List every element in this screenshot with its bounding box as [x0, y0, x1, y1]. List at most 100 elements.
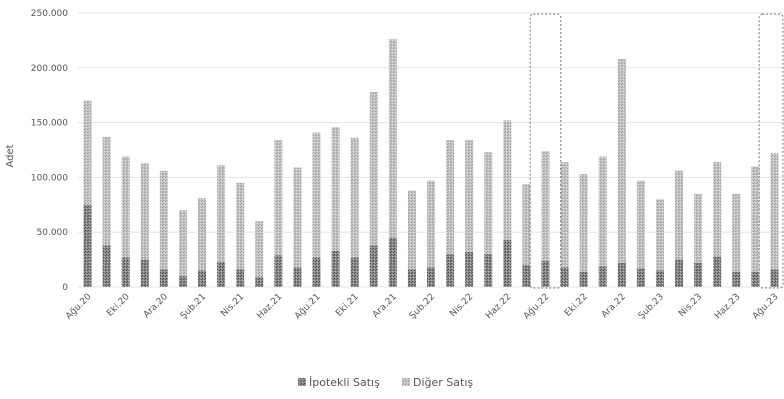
bar-ipotekli — [274, 255, 283, 287]
bar-ipotekli — [83, 204, 92, 287]
x-tick-label: Eki.20 — [105, 292, 132, 319]
bar-ipotekli — [236, 269, 245, 287]
bar-ipotekli — [293, 267, 302, 287]
bar-diger — [465, 140, 474, 252]
x-tick-label: Nis.23 — [677, 292, 704, 319]
bar-diger — [198, 198, 207, 271]
bar-ipotekli — [159, 269, 168, 287]
bar-ipotekli — [579, 271, 588, 287]
bar-ipotekli — [198, 270, 207, 287]
x-tick-label: Ara.22 — [600, 292, 628, 320]
bar-diger — [598, 156, 607, 267]
bar-diger — [293, 167, 302, 268]
bar-ipotekli — [121, 257, 130, 287]
bar-ipotekli — [465, 251, 474, 287]
bar-diger — [732, 193, 741, 272]
bar-ipotekli — [178, 276, 187, 287]
x-tick-label: Eki.22 — [563, 292, 590, 319]
bar-ipotekli — [140, 259, 149, 287]
bars — [83, 39, 779, 287]
bar-diger — [770, 153, 779, 270]
bar-ipotekli — [217, 261, 226, 287]
bar-diger — [560, 162, 569, 268]
bar-diger — [255, 221, 264, 278]
x-tick-label: Nis.21 — [219, 292, 246, 319]
bar-ipotekli — [522, 265, 531, 287]
bar-diger — [675, 170, 684, 260]
x-tick-label: Ağu.21 — [293, 292, 323, 322]
bar-diger — [426, 180, 436, 268]
y-tick-label: 100.000 — [31, 173, 68, 183]
bar-diger — [102, 136, 111, 246]
highlight-box — [529, 13, 562, 289]
bar-ipotekli — [426, 267, 436, 287]
x-tick-label: Nis.22 — [448, 292, 475, 319]
bar-diger — [217, 165, 226, 262]
bar-ipotekli — [636, 268, 645, 287]
bar-ipotekli — [694, 262, 703, 287]
x-tick-label: Ara.20 — [142, 292, 170, 320]
bar-diger — [655, 199, 664, 271]
bar-diger — [331, 126, 340, 251]
y-axis: 0 50.000 100.000 150.000 200.000 250.000 — [31, 9, 68, 293]
legend-swatch-ipotekli — [298, 378, 306, 386]
x-tick-label: Şub.23 — [637, 292, 666, 321]
bar-diger — [140, 163, 149, 260]
highlights — [529, 13, 784, 289]
bar-diger — [388, 39, 397, 238]
bar-diger — [446, 140, 455, 255]
legend-swatch-diger — [402, 378, 410, 386]
x-tick-label: Ara.21 — [371, 292, 399, 320]
bar-ipotekli — [388, 237, 397, 287]
bar-diger — [369, 91, 378, 246]
bar-ipotekli — [732, 271, 741, 287]
bar-ipotekli — [655, 270, 664, 287]
bar-ipotekli — [446, 254, 455, 287]
x-tick-label: Ağu.22 — [522, 292, 552, 322]
x-tick-label: Ağu.23 — [751, 292, 781, 322]
bar-ipotekli — [541, 260, 550, 287]
y-axis-title: Adet — [5, 144, 16, 167]
bar-diger — [522, 183, 531, 266]
x-axis: Ağu.20 Eki.20 Ara.20 Şub.21 Nis.21 Haz.21 Ağu.… — [64, 292, 781, 322]
x-tick-label: Şub.21 — [179, 292, 208, 321]
bar-ipotekli — [312, 257, 321, 287]
x-tick-label: Ağu.20 — [64, 292, 94, 322]
bar-diger — [579, 174, 588, 272]
bar-diger — [350, 137, 359, 258]
x-tick-label: Eki.21 — [334, 292, 361, 319]
x-tick-label: Haz.22 — [484, 292, 513, 321]
bar-diger — [312, 132, 321, 258]
bar-ipotekli — [503, 239, 512, 287]
grid-layer — [78, 12, 784, 288]
bar-ipotekli — [751, 271, 760, 287]
bar-ipotekli — [484, 254, 493, 287]
bar-diger — [159, 170, 168, 270]
bar-diger — [541, 151, 550, 261]
bar-diger — [617, 59, 626, 263]
bar-diger — [484, 152, 493, 255]
bar-diger — [178, 210, 187, 277]
x-tick-label: Haz.21 — [255, 292, 284, 321]
y-tick-label: 150.000 — [31, 119, 68, 129]
bar-diger — [713, 162, 722, 257]
bar-ipotekli — [713, 256, 722, 287]
x-tick-label: Haz.23 — [713, 292, 742, 321]
bar-ipotekli — [770, 269, 779, 287]
bar-ipotekli — [350, 257, 359, 287]
legend-label-ipotekli: İpotekli Satış — [309, 376, 380, 389]
bar-ipotekli — [675, 259, 684, 287]
bar-ipotekli — [598, 266, 607, 287]
x-tick-label: Şub.22 — [408, 292, 437, 321]
y-tick-label: 0 — [62, 283, 68, 293]
highlight-box — [758, 13, 784, 289]
bar-ipotekli — [331, 250, 340, 287]
bar-diger — [274, 140, 283, 256]
bar-ipotekli — [369, 245, 378, 287]
bar-diger — [503, 120, 512, 240]
bar-ipotekli — [255, 277, 264, 287]
y-tick-label: 200.000 — [31, 64, 68, 74]
bar-diger — [121, 156, 130, 258]
bar-diger — [83, 100, 92, 205]
bar-diger — [636, 180, 645, 269]
